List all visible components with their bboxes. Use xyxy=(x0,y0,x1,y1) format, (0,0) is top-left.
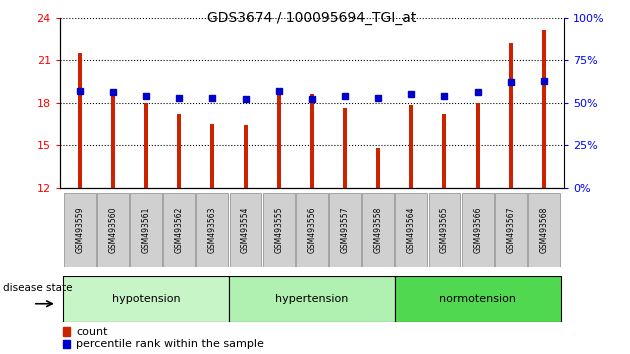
Bar xyxy=(376,148,380,188)
Bar xyxy=(144,103,148,188)
Bar xyxy=(442,114,447,188)
FancyBboxPatch shape xyxy=(130,193,162,267)
Bar xyxy=(63,327,71,336)
Text: GSM493557: GSM493557 xyxy=(340,207,350,253)
Text: GSM493559: GSM493559 xyxy=(75,207,84,253)
Bar xyxy=(177,114,181,188)
FancyBboxPatch shape xyxy=(64,193,96,267)
FancyBboxPatch shape xyxy=(163,193,195,267)
Bar xyxy=(542,30,546,188)
FancyBboxPatch shape xyxy=(97,193,129,267)
Text: hypotension: hypotension xyxy=(112,294,180,304)
FancyBboxPatch shape xyxy=(329,193,361,267)
FancyBboxPatch shape xyxy=(396,193,427,267)
FancyBboxPatch shape xyxy=(495,193,527,267)
Text: count: count xyxy=(76,327,108,337)
FancyBboxPatch shape xyxy=(362,193,394,267)
Bar xyxy=(77,53,82,188)
Text: GSM493566: GSM493566 xyxy=(473,207,482,253)
FancyBboxPatch shape xyxy=(263,193,295,267)
FancyBboxPatch shape xyxy=(229,276,395,322)
Text: GSM493556: GSM493556 xyxy=(307,207,316,253)
FancyBboxPatch shape xyxy=(428,193,461,267)
Text: percentile rank within the sample: percentile rank within the sample xyxy=(76,339,265,349)
Text: normotension: normotension xyxy=(439,294,516,304)
Text: GSM493567: GSM493567 xyxy=(507,207,515,253)
Bar xyxy=(210,124,214,188)
Text: hypertension: hypertension xyxy=(275,294,348,304)
Text: GSM493563: GSM493563 xyxy=(208,207,217,253)
Bar xyxy=(410,105,413,188)
Text: GSM493565: GSM493565 xyxy=(440,207,449,253)
Bar xyxy=(310,94,314,188)
Bar xyxy=(343,108,347,188)
Text: GSM493564: GSM493564 xyxy=(407,207,416,253)
Bar xyxy=(111,93,115,188)
Text: GSM493560: GSM493560 xyxy=(108,207,117,253)
FancyBboxPatch shape xyxy=(197,193,228,267)
Text: GSM493562: GSM493562 xyxy=(175,207,184,253)
Bar xyxy=(63,340,71,348)
FancyBboxPatch shape xyxy=(229,193,261,267)
FancyBboxPatch shape xyxy=(528,193,560,267)
Text: GDS3674 / 100095694_TGI_at: GDS3674 / 100095694_TGI_at xyxy=(207,11,416,25)
Text: GSM493555: GSM493555 xyxy=(274,207,284,253)
Text: GSM493561: GSM493561 xyxy=(142,207,151,253)
FancyBboxPatch shape xyxy=(296,193,328,267)
Bar xyxy=(509,43,513,188)
Bar xyxy=(277,88,281,188)
Text: disease state: disease state xyxy=(3,282,72,293)
FancyBboxPatch shape xyxy=(462,193,493,267)
Text: GSM493558: GSM493558 xyxy=(374,207,382,253)
Text: GSM493568: GSM493568 xyxy=(539,207,549,253)
Bar xyxy=(476,103,479,188)
Bar xyxy=(244,125,248,188)
FancyBboxPatch shape xyxy=(395,276,561,322)
FancyBboxPatch shape xyxy=(63,276,229,322)
Text: GSM493554: GSM493554 xyxy=(241,207,250,253)
